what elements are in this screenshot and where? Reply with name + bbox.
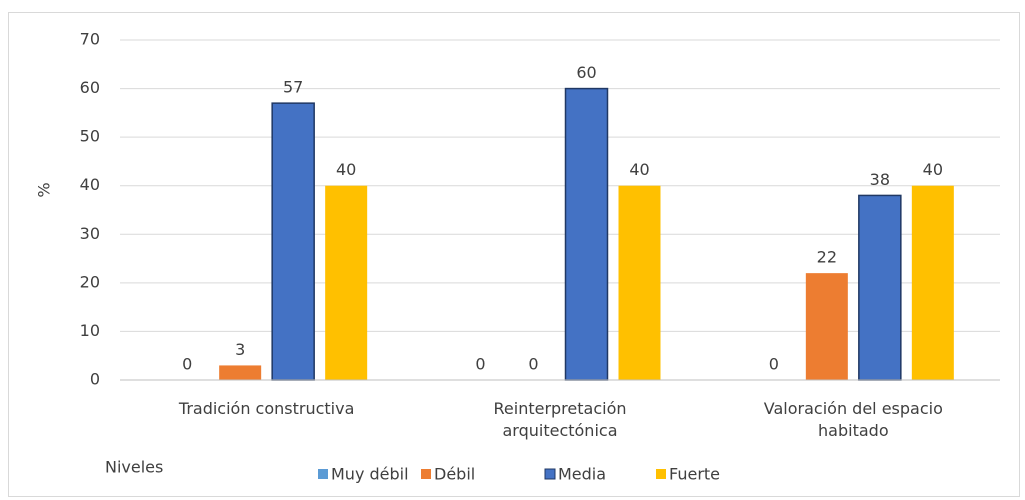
legend-label: Media — [558, 465, 606, 484]
y-tick-label: 30 — [80, 224, 100, 243]
legend-swatch — [656, 469, 666, 479]
bar — [805, 273, 848, 380]
data-label: 0 — [182, 355, 192, 374]
y-tick-label: 0 — [90, 370, 100, 389]
y-tick-label: 60 — [80, 78, 100, 97]
y-axis-label: % — [35, 182, 54, 197]
bar — [618, 185, 661, 380]
legend-title: Niveles — [105, 458, 163, 477]
y-tick-label: 40 — [80, 175, 100, 194]
data-label: 22 — [817, 248, 837, 267]
x-tick-label: Valoración del espacio habitado — [763, 399, 943, 440]
x-tick-label: Reinterpretación arquitectónica — [493, 399, 627, 440]
legend-swatch — [421, 469, 431, 479]
y-tick-label: 20 — [80, 272, 100, 291]
data-label: 40 — [336, 160, 356, 179]
data-label: 57 — [283, 78, 303, 97]
data-label: 3 — [235, 340, 245, 359]
bar — [858, 194, 902, 381]
bar — [219, 365, 262, 380]
y-tick-label: 10 — [80, 321, 100, 340]
x-tick-label: Tradición constructiva — [178, 399, 355, 418]
data-label: 40 — [629, 160, 649, 179]
chart-border — [8, 12, 1020, 497]
bar — [271, 102, 315, 381]
y-tick-label: 70 — [80, 30, 100, 49]
data-label: 60 — [576, 63, 596, 82]
data-label: 38 — [870, 170, 890, 189]
data-label: 0 — [528, 355, 538, 374]
legend-label: Débil — [434, 465, 475, 484]
legend-label: Fuerte — [669, 465, 720, 484]
data-label: 0 — [475, 355, 485, 374]
legend-swatch — [318, 469, 328, 479]
legend-label: Muy débil — [331, 465, 409, 484]
data-label: 0 — [769, 355, 779, 374]
y-tick-label: 50 — [80, 127, 100, 146]
bar — [564, 87, 609, 381]
legend-swatch — [544, 468, 556, 480]
bar — [325, 185, 368, 380]
data-label: 40 — [923, 160, 943, 179]
bar — [911, 185, 954, 380]
